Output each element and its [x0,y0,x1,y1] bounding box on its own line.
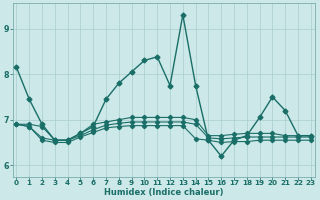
X-axis label: Humidex (Indice chaleur): Humidex (Indice chaleur) [104,188,223,197]
